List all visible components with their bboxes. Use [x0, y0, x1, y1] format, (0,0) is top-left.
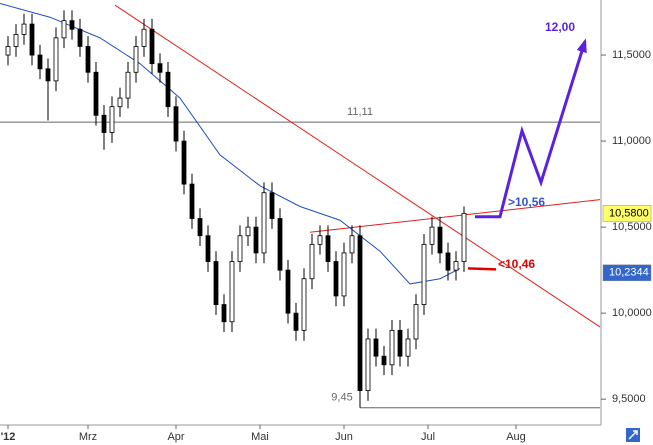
- candle-body: [133, 46, 139, 73]
- candle-body: [157, 63, 163, 73]
- candle-body: [389, 329, 395, 366]
- candle-body: [445, 252, 451, 271]
- price-label: 10,2344: [609, 267, 649, 279]
- candle-body: [261, 192, 267, 254]
- x-tick-label: Mai: [251, 431, 269, 443]
- level-label: 11,11: [347, 106, 373, 118]
- candle-body: [141, 28, 147, 47]
- projection-arrowhead: [576, 38, 587, 54]
- candle-body: [101, 114, 107, 133]
- candle-body: [109, 106, 115, 133]
- candle-body: [197, 218, 203, 237]
- target-label: 12,00: [545, 20, 575, 34]
- candle-body: [245, 226, 251, 237]
- candle-body: [37, 54, 43, 70]
- y-tick-label: 11,0000: [612, 135, 651, 147]
- level-marker: [467, 267, 497, 271]
- candle-body: [45, 68, 51, 82]
- candle-body: [453, 261, 459, 271]
- candle-body: [277, 218, 283, 271]
- candle-body: [61, 20, 67, 39]
- candle-body: [325, 235, 331, 262]
- candle-body: [173, 106, 179, 142]
- candle-body: [405, 338, 411, 357]
- candle-body: [317, 235, 323, 245]
- candle-body: [373, 338, 379, 357]
- y-tick-label: 10,0000: [612, 307, 652, 319]
- candle-body: [29, 23, 35, 56]
- candle-body: [301, 278, 307, 331]
- candle-body: [381, 355, 387, 366]
- y-tick-label: 11,5000: [612, 49, 651, 61]
- candle-body: [125, 71, 131, 99]
- annotation: <10,46: [498, 257, 535, 271]
- candle-body: [285, 269, 291, 314]
- candle-body: [85, 46, 91, 73]
- projection-path: [475, 40, 587, 219]
- x-tick-label: Aug: [506, 431, 526, 443]
- price-box: [602, 264, 652, 282]
- candle-body: [213, 261, 219, 305]
- candle-body: [293, 312, 299, 331]
- y-tick-label: 9,5000: [612, 393, 646, 405]
- annotation: >10,56: [508, 195, 545, 209]
- candle-body: [117, 97, 123, 108]
- candle-body: [221, 304, 227, 323]
- x-tick-label: Jun: [335, 431, 353, 443]
- candle-body: [365, 338, 371, 391]
- candle-body: [397, 329, 403, 357]
- candle-body: [77, 28, 83, 47]
- x-tick-label: Jul: [421, 431, 435, 443]
- candle-body: [237, 235, 243, 262]
- x-tick-label: '12: [1, 431, 16, 443]
- candle-body: [229, 261, 235, 323]
- moving-average: [0, 2, 461, 285]
- price-label: 10,5800: [609, 207, 649, 219]
- trend-line: [309, 199, 601, 233]
- candle-body: [53, 37, 59, 82]
- candle-body: [253, 226, 259, 254]
- x-tick-label: Mrz: [79, 431, 97, 443]
- candle-body: [5, 46, 11, 56]
- candle-body: [309, 243, 315, 280]
- candle-body: [165, 71, 171, 108]
- candle-body: [421, 243, 427, 305]
- candle-body: [413, 304, 419, 340]
- candle-body: [349, 235, 355, 254]
- x-tick-label: Apr: [167, 431, 184, 443]
- candle-body: [333, 261, 339, 297]
- candle-body: [21, 23, 27, 35]
- candle-body: [437, 226, 443, 254]
- candle-body: [461, 212, 467, 262]
- candle-body: [205, 235, 211, 262]
- candle-body: [13, 34, 19, 47]
- candle-body: [149, 28, 155, 65]
- y-tick-label: 10,5000: [612, 221, 652, 233]
- candle-body: [357, 235, 363, 391]
- candle-body: [341, 252, 347, 297]
- candle-body: [69, 20, 75, 30]
- candle-body: [93, 71, 99, 116]
- level-label: 9,45: [331, 392, 352, 404]
- candle-body: [189, 183, 195, 219]
- price-box: [602, 205, 652, 222]
- candle-body: [429, 226, 435, 245]
- candle-body: [181, 140, 187, 185]
- candle-body: [269, 192, 275, 219]
- trend-line: [114, 4, 601, 328]
- scroll-icon-arrow: [628, 430, 638, 440]
